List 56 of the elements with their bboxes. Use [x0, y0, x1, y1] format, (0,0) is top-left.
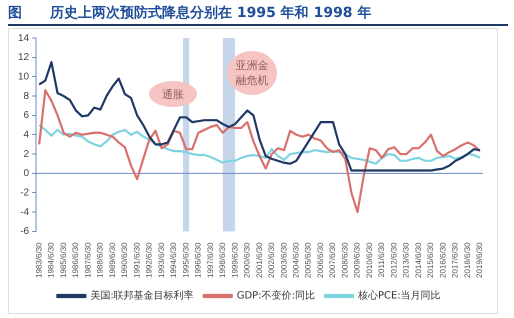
- x-tick-label: 1996/6/30: [194, 242, 203, 278]
- x-tick-label: 2014/6/30: [414, 242, 423, 278]
- y-tick-label: 14: [18, 32, 30, 44]
- legend-label: 美国:联邦基金目标利率: [90, 290, 194, 302]
- chart-title: 图 历史上两次预防式降息分别在 1995 年和 1998 年: [8, 4, 508, 26]
- x-tick-label: 2005/6/30: [304, 242, 313, 278]
- x-tick-label: 2016/6/30: [438, 242, 448, 278]
- annotation: 通胀: [161, 86, 185, 102]
- x-tick-label: 2013/6/30: [402, 242, 411, 278]
- x-tick-label: 2003/6/30: [279, 242, 288, 278]
- y-tick-label: 2: [24, 148, 30, 160]
- x-tick-label: 1987/6/30: [83, 242, 92, 278]
- speech-bubble: 亚洲金融危机: [227, 51, 277, 95]
- y-tick-label: 10: [18, 71, 30, 82]
- x-tick-label: 2000/6/30: [242, 242, 252, 278]
- x-tick-label: 1997/6/30: [206, 242, 215, 278]
- legend-label: GDP:不变价:同比: [236, 290, 315, 302]
- x-tick-label: 1985/6/30: [58, 242, 68, 278]
- x-tick-label: 2017/6/30: [450, 242, 460, 278]
- x-tick-label: 1983/6/30: [34, 242, 44, 278]
- speech-bubble: 通胀: [149, 81, 197, 107]
- y-tick-label: -2: [20, 187, 30, 198]
- x-tick-label: 2019/6/30: [475, 242, 484, 278]
- x-tick-label: 1994/6/30: [169, 242, 178, 278]
- x-tick-label: 1998/6/30: [218, 242, 228, 278]
- legend-label: 核心PCE:当月同比: [356, 290, 441, 302]
- y-tick-label: 4: [24, 129, 30, 140]
- x-tick-label: 2008/6/30: [340, 242, 350, 278]
- x-tick-label: 1995/6/30: [181, 242, 190, 278]
- x-tick-label: 1991/6/30: [132, 242, 142, 278]
- x-tick-label: 2011/6/30: [377, 242, 386, 278]
- y-tick-label: -6: [20, 226, 30, 238]
- x-tick-label: 2004/6/30: [291, 242, 300, 278]
- x-tick-label: 2006/6/30: [316, 242, 325, 278]
- x-tick-label: 1993/6/30: [156, 242, 166, 278]
- x-tick-label: 1990/6/30: [120, 242, 130, 278]
- x-tick-label: 2012/6/30: [389, 242, 398, 278]
- x-tick-label: 2015/6/30: [426, 242, 436, 278]
- x-tick-label: 1986/6/30: [71, 242, 80, 278]
- x-tick-label: 2009/6/30: [352, 242, 362, 278]
- x-tick-label: 2001/6/30: [254, 242, 264, 278]
- x-tick-label: 1999/6/30: [230, 242, 240, 278]
- x-tick-label: 1988/6/30: [96, 242, 105, 278]
- x-tick-label: 1984/6/30: [46, 242, 56, 278]
- x-tick-label: 2007/6/30: [328, 242, 338, 278]
- x-tick-label: 2010/6/30: [364, 242, 374, 278]
- y-tick-label: -4: [20, 206, 30, 218]
- y-tick-label: 6: [24, 110, 30, 122]
- y-tick-label: 12: [18, 52, 30, 64]
- y-tick-label: 8: [24, 90, 30, 102]
- x-tick-label: 1989/6/30: [108, 242, 117, 278]
- y-tick-label: 0: [24, 168, 30, 180]
- x-tick-label: 2018/6/30: [462, 242, 472, 278]
- x-tick-label: 2002/6/30: [267, 242, 276, 278]
- annotation: 亚洲金融危机: [234, 58, 270, 88]
- x-tick-label: 1992/6/30: [144, 242, 154, 278]
